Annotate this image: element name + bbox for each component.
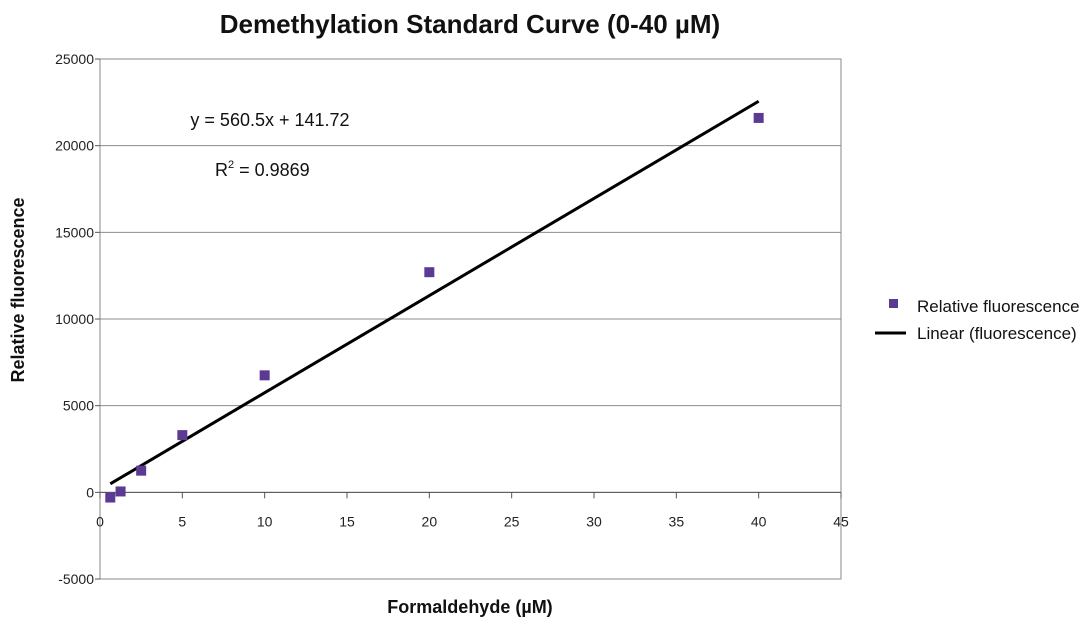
y-tick-label: 20000 (55, 138, 94, 154)
x-tick-label: 5 (178, 513, 186, 529)
x-tick-label: 10 (257, 513, 273, 529)
x-tick-label: 15 (339, 513, 355, 529)
data-point (105, 492, 116, 503)
chart-title: Demethylation Standard Curve (0-40 µM) (220, 9, 720, 39)
r-squared-label: R (215, 160, 228, 180)
y-tick-label: 0 (86, 484, 94, 500)
y-tick-label: 5000 (63, 398, 94, 414)
x-tick-label: 25 (504, 513, 520, 529)
y-tick-label: 25000 (55, 51, 94, 67)
legend-marker-relative-fluorescence (889, 299, 898, 308)
r-squared-superscript: 2 (228, 159, 234, 171)
x-axis-title: Formaldehyde (µM) (387, 597, 552, 617)
y-axis-title: Relative fluorescence (8, 197, 28, 382)
data-point (177, 430, 188, 441)
data-point (424, 267, 435, 278)
data-point (753, 112, 764, 123)
y-tick-label: 15000 (55, 224, 94, 240)
data-point (259, 370, 270, 381)
x-tick-label: 45 (833, 513, 849, 529)
data-point (136, 465, 147, 476)
axis-ticks (95, 58, 842, 580)
chart-legend: Relative fluorescence Linear (fluorescen… (875, 297, 1080, 343)
r-squared-value: = 0.9869 (234, 160, 310, 180)
x-tick-label: 35 (669, 513, 685, 529)
r-squared-annotation: R2 = 0.9869 (215, 159, 310, 180)
axis-tick-labels: -5000 0 5000 10000 15000 20000 25000 0 5 10 15 20 25… (55, 51, 849, 587)
x-tick-label: 30 (586, 513, 602, 529)
y-tick-label: 10000 (55, 311, 94, 327)
trendline (109, 99, 760, 486)
y-tick-label: -5000 (58, 571, 94, 587)
data-point (115, 486, 126, 497)
legend-label-relative-fluorescence: Relative fluorescence (917, 297, 1080, 316)
x-tick-label: 0 (96, 513, 104, 529)
equation-annotation: y = 560.5x + 141.72 (190, 110, 349, 130)
x-tick-label: 20 (422, 513, 438, 529)
legend-label-linear-fluorescence: Linear (fluorescence) (917, 324, 1077, 343)
data-marks (105, 99, 764, 503)
x-tick-label: 40 (751, 513, 767, 529)
